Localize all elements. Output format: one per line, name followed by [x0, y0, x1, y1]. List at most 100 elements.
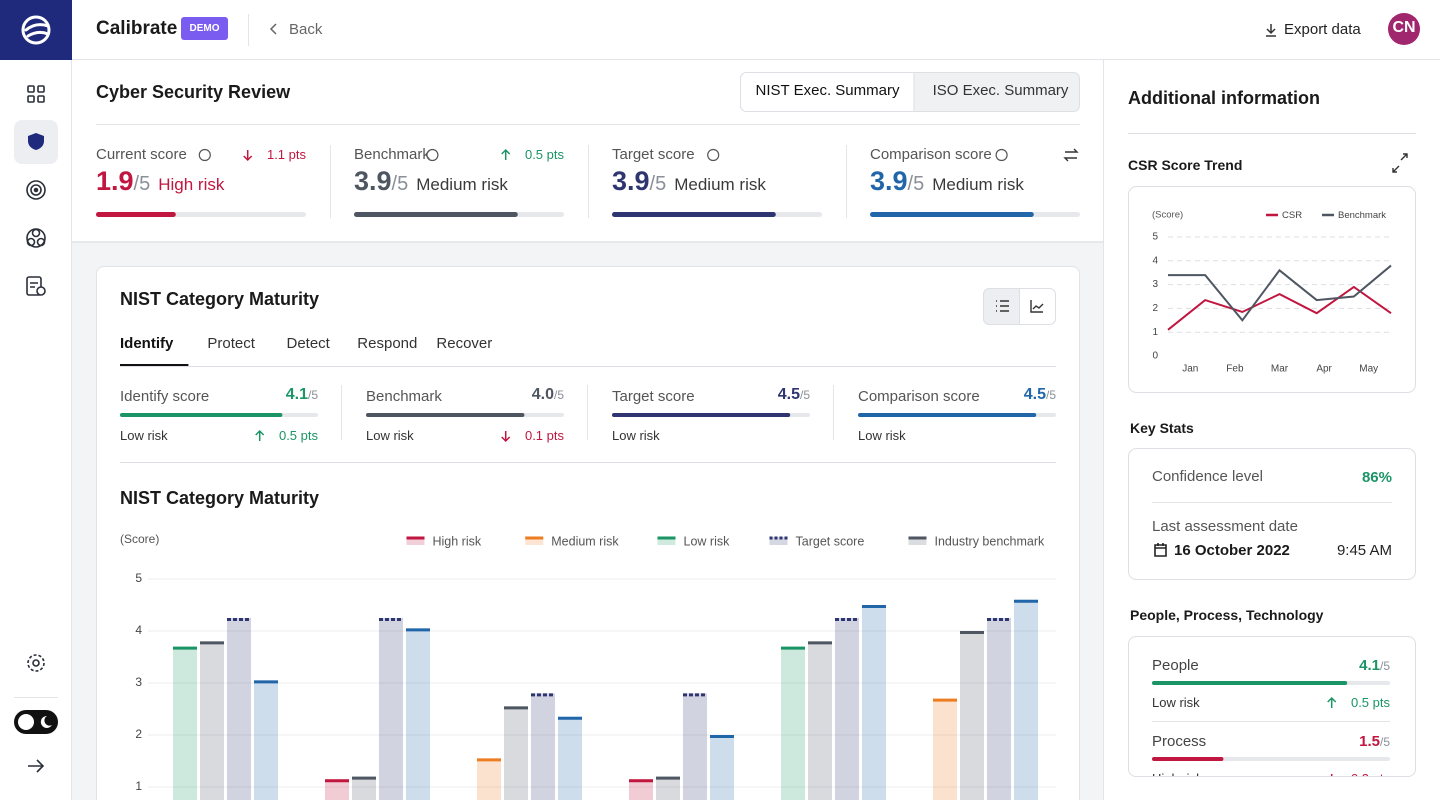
sidebar-divider	[14, 697, 58, 698]
confidence-label: Confidence level	[1152, 468, 1263, 485]
ppt-marks	[1152, 681, 1390, 776]
y-tick-label: 3	[1152, 279, 1158, 290]
score-risk: Medium risk	[416, 175, 508, 194]
trend-arrow	[1327, 696, 1337, 708]
date-label: Last assessment date	[1152, 518, 1298, 535]
download-icon[interactable]	[1266, 24, 1276, 37]
avatar-initials: CN	[1392, 19, 1416, 36]
maturity-tab[interactable]: Protect	[207, 335, 255, 352]
sub-value-row: 4.0/5	[466, 386, 564, 404]
ppt-delta: 0.5 pts	[1350, 695, 1390, 710]
moon-icon	[40, 715, 52, 728]
stats-title: Key Stats	[1130, 420, 1194, 436]
expand-icon[interactable]	[1392, 153, 1408, 173]
ppt-title: People, Process, Technology	[1130, 607, 1324, 623]
legend-label: Target score	[796, 534, 865, 548]
nav-icons[interactable]	[14, 85, 58, 773]
bar	[558, 716, 582, 800]
x-tick-label: Apr	[1316, 364, 1332, 375]
bar	[862, 605, 886, 800]
swap-icon[interactable]	[1063, 148, 1079, 162]
logo-block	[0, 0, 72, 60]
score-risk: High risk	[158, 175, 225, 194]
score-value: 3.9	[612, 166, 650, 196]
bar	[683, 693, 707, 800]
avatar[interactable]	[1388, 13, 1420, 45]
ppt-divider	[1152, 721, 1390, 722]
info-icon	[707, 148, 720, 162]
y-tick-label: 1	[1152, 327, 1158, 338]
stats-divider	[1152, 502, 1392, 503]
progress-bar	[354, 212, 518, 217]
bar	[254, 680, 278, 800]
y-tick-label: 5	[135, 571, 142, 585]
y-axis-label: (Score)	[120, 532, 159, 546]
sub-value: 4.0	[531, 386, 554, 403]
sub-dividers	[341, 385, 834, 440]
y-tick-label: 2	[1152, 303, 1158, 314]
score-value-row: 3.9/5 Medium risk	[870, 166, 1024, 197]
score-value-row: 3.9/5 Medium risk	[612, 166, 766, 197]
info-icon	[426, 148, 439, 162]
bar	[352, 776, 376, 800]
trend-arrow	[501, 431, 511, 443]
sub-risk: Low risk	[366, 428, 414, 443]
ppt-risk: High risk	[1152, 771, 1203, 776]
maturity-tab[interactable]: Recover	[436, 335, 493, 352]
list-icon	[996, 300, 1009, 312]
date-value: 16 October 2022	[1174, 542, 1290, 559]
score-delta: 1.1 pts	[266, 147, 306, 162]
back-link[interactable]: Back	[289, 21, 323, 38]
export-link[interactable]: Export data	[1284, 21, 1361, 38]
sub-delta: 0.1 pts	[524, 428, 564, 443]
x-tick-label: Jan	[1182, 364, 1198, 375]
maturity-tab[interactable]: Respond	[357, 335, 418, 352]
sub-value: 4.1	[285, 386, 308, 403]
bar	[406, 628, 430, 800]
sub-risk: Low risk	[612, 428, 660, 443]
header-divider	[248, 14, 249, 46]
score-value-row: 3.9/5 Medium risk	[354, 166, 508, 197]
ppt-value: 4.1	[1359, 657, 1380, 674]
maturity-tab[interactable]: Detect	[286, 335, 330, 352]
score-label: Benchmark	[354, 146, 430, 163]
review-tab[interactable]: NIST Exec. Summary	[755, 82, 900, 99]
trend-line	[1167, 285, 1392, 331]
score-label: Target score	[612, 146, 695, 163]
info-icon	[198, 148, 211, 162]
progress-bar	[1152, 757, 1224, 761]
tab-underline	[120, 364, 189, 366]
ppt-delta: 0.3 pts	[1292, 771, 1390, 776]
trend-arrow	[1330, 774, 1333, 776]
review-tab[interactable]: ISO Exec. Summary	[932, 82, 1069, 99]
app-name: Calibrate	[96, 18, 178, 39]
sub-label: Benchmark	[366, 388, 442, 405]
ppt-value-row: 4.1/5	[1292, 657, 1390, 675]
legend-swatch	[908, 537, 927, 545]
trend-arrow	[255, 429, 265, 441]
score-risk: Medium risk	[674, 175, 766, 194]
y-tick-label: 2	[135, 727, 142, 741]
progress-bar	[366, 413, 525, 417]
legend-label: High risk	[433, 534, 482, 548]
score-label: Comparison score	[870, 146, 992, 163]
legend-label: Benchmark	[1338, 210, 1386, 221]
bar	[227, 618, 251, 800]
y-tick-label: 0	[1152, 351, 1158, 362]
ppt-label: Process	[1152, 733, 1207, 750]
review-divider	[96, 124, 1080, 125]
back-icon[interactable]	[269, 23, 277, 35]
legend-swatch	[525, 537, 544, 545]
demo-badge: DEMO	[181, 17, 228, 40]
score-out-of: /5	[907, 173, 925, 195]
y-tick-label: 1	[135, 779, 142, 793]
logo	[21, 15, 51, 45]
progress-bar	[858, 413, 1037, 417]
score-risk: Medium risk	[932, 175, 1024, 194]
ppt-risk: Low risk	[1152, 695, 1200, 710]
maturity-tab[interactable]: Identify	[120, 335, 174, 352]
progress-bar	[612, 212, 776, 217]
score-value: 1.9	[96, 166, 134, 196]
side-title: Additional information	[1128, 88, 1320, 108]
